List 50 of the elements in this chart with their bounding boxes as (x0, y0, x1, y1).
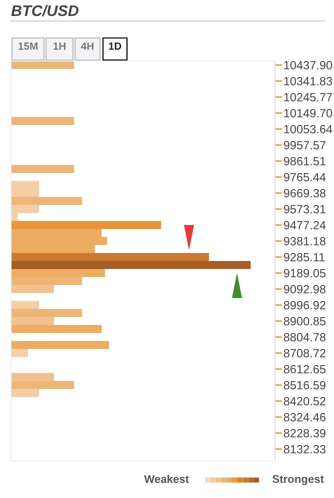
y-tick-label: 9765.44 (284, 173, 326, 182)
y-tick-label: 9861.51 (284, 157, 326, 166)
bar (11, 301, 40, 309)
y-tick-label: 10437.90 (284, 61, 332, 70)
y-tick-label: 8516.59 (284, 381, 326, 390)
text: 4H (81, 42, 94, 50)
bar (11, 117, 74, 125)
y-tick-label: 10149.70 (284, 109, 332, 118)
y-tick-label: 10341.83 (284, 77, 332, 86)
y-tick-label: 8900.85 (284, 317, 326, 326)
bar (11, 197, 82, 205)
bar (11, 269, 105, 277)
y-tick-label: 10053.64 (284, 125, 332, 134)
y-tick-label: 9381.18 (284, 237, 326, 246)
bar (11, 341, 110, 349)
text: 15M (18, 42, 38, 50)
y-tick-label: 9285.11 (284, 253, 325, 262)
y-tick-label: 8324.46 (284, 413, 326, 422)
y-tick-label: 8228.39 (284, 429, 326, 438)
chart-title: BTC/USD (11, 4, 78, 16)
bar (11, 373, 54, 381)
y-tick-label: 8708.72 (284, 349, 326, 358)
y-tick-label: 9669.38 (284, 189, 326, 198)
bar (11, 349, 28, 357)
text: Strongest (272, 475, 324, 486)
y-tick-label: 8996.92 (284, 301, 326, 310)
bar (11, 325, 102, 333)
y-tick-label: 9957.57 (284, 141, 326, 150)
bar (11, 165, 74, 173)
y-tick-label: 9477.24 (284, 221, 326, 230)
y-tick-label: 9092.98 (284, 285, 326, 294)
bar (11, 253, 209, 261)
text: Weakest (144, 474, 189, 483)
y-tick-label: 10245.77 (284, 93, 332, 102)
y-tick-label: 8804.78 (284, 333, 326, 342)
y-tick-label: 9573.31 (284, 205, 326, 214)
y-tick-label: 9189.05 (284, 269, 326, 278)
bar (11, 221, 162, 229)
bar (11, 309, 82, 317)
bar (11, 389, 40, 397)
y-tick-label: 8132.33 (284, 445, 326, 454)
bar (11, 277, 82, 285)
bar (11, 317, 54, 325)
text: 1H (54, 42, 66, 50)
bar (11, 261, 251, 269)
y-tick-label: 8612.65 (284, 365, 326, 374)
bar (11, 285, 54, 293)
bar (11, 381, 74, 389)
y-tick-label: 8420.52 (284, 397, 326, 406)
text: 1D (109, 42, 122, 50)
